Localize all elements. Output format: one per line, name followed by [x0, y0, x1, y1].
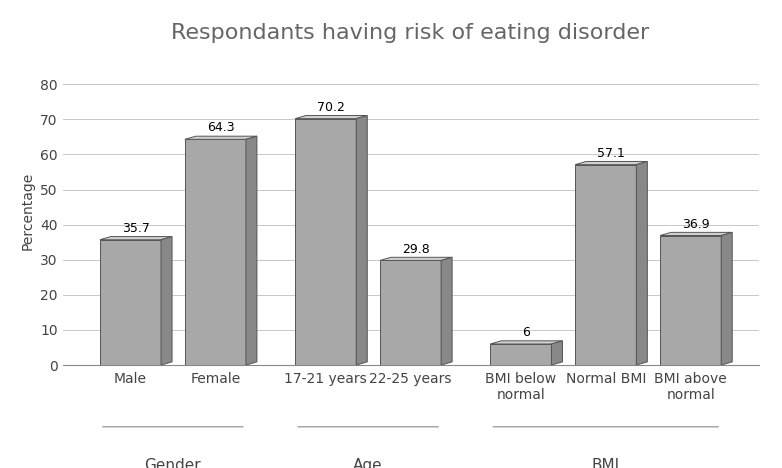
Polygon shape: [246, 136, 257, 365]
Polygon shape: [295, 116, 368, 118]
FancyBboxPatch shape: [660, 235, 721, 365]
Text: 29.8: 29.8: [402, 242, 430, 256]
Polygon shape: [357, 116, 368, 365]
Polygon shape: [161, 236, 172, 365]
FancyBboxPatch shape: [295, 118, 357, 365]
FancyBboxPatch shape: [380, 260, 441, 365]
Polygon shape: [490, 341, 562, 344]
Y-axis label: Percentage: Percentage: [20, 171, 34, 250]
Polygon shape: [551, 341, 562, 365]
Text: BMI: BMI: [592, 458, 620, 468]
FancyBboxPatch shape: [576, 165, 637, 365]
Text: Age: Age: [353, 458, 383, 468]
Polygon shape: [100, 236, 172, 240]
Polygon shape: [576, 161, 647, 165]
Text: 6: 6: [522, 326, 530, 339]
FancyBboxPatch shape: [185, 139, 246, 365]
Text: 64.3: 64.3: [207, 121, 235, 134]
Polygon shape: [441, 257, 452, 365]
FancyBboxPatch shape: [490, 344, 551, 365]
Text: 35.7: 35.7: [122, 222, 150, 235]
Title: Respondants having risk of eating disorder: Respondants having risk of eating disord…: [171, 23, 650, 44]
Text: Gender: Gender: [145, 458, 201, 468]
Text: 70.2: 70.2: [317, 101, 345, 114]
Text: 57.1: 57.1: [597, 146, 626, 160]
FancyBboxPatch shape: [100, 240, 161, 365]
Polygon shape: [185, 136, 257, 139]
Polygon shape: [721, 233, 732, 365]
Text: 36.9: 36.9: [683, 218, 710, 231]
Polygon shape: [660, 233, 732, 235]
Polygon shape: [637, 161, 647, 365]
Polygon shape: [380, 257, 452, 260]
